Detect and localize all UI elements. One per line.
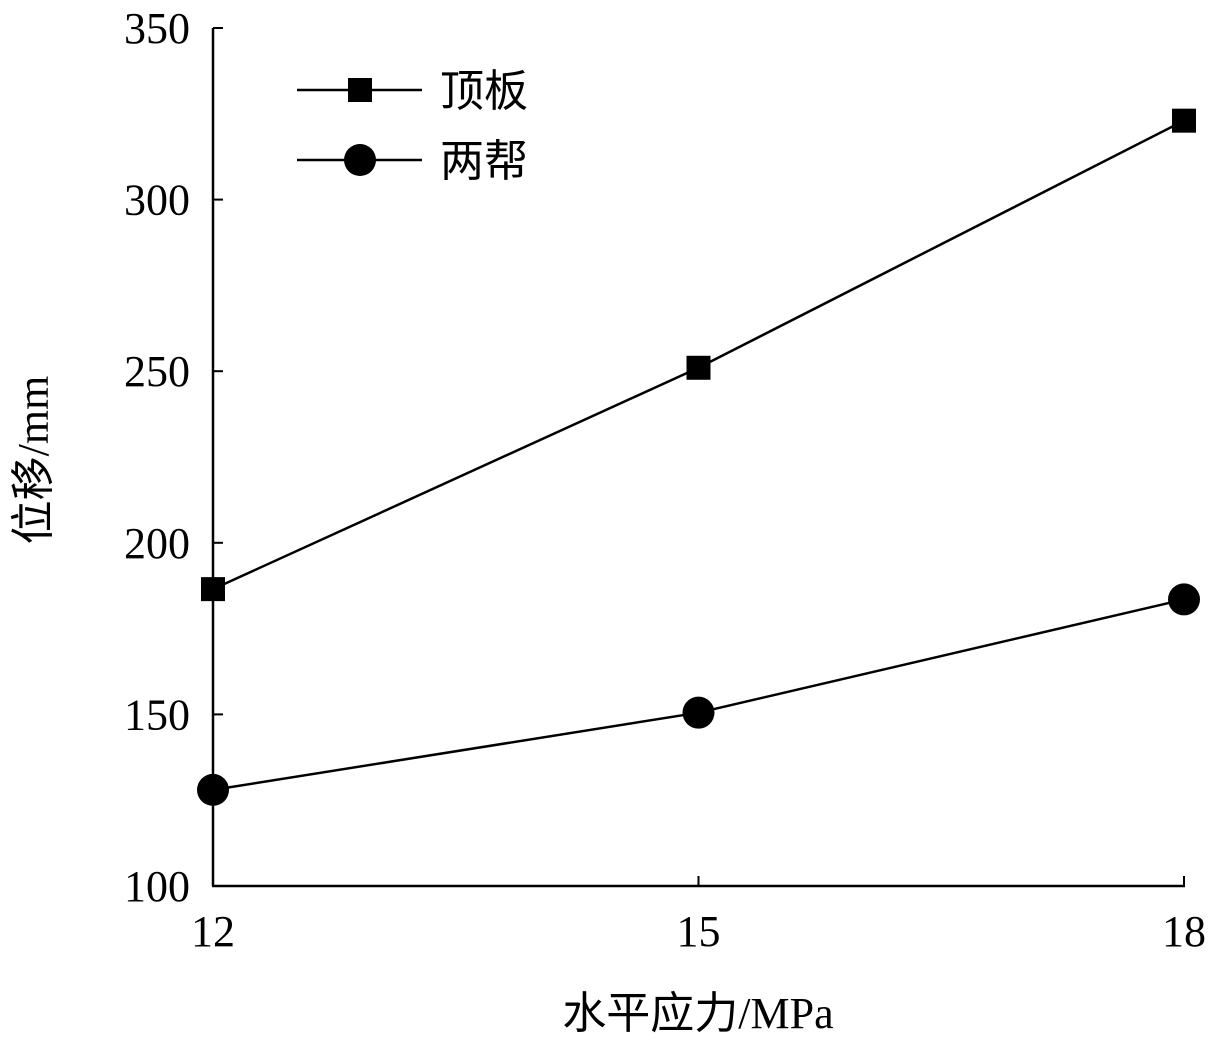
legend-label: 两帮 [440,137,528,186]
data-point-circle [682,696,715,729]
y-tick-label: 150 [124,690,190,739]
y-tick-label: 300 [124,176,190,225]
data-point-square [201,577,225,602]
legend-label: 顶板 [440,67,528,116]
series-line-2 [212,598,1185,792]
y-axis-label: 位移/mm [9,376,58,545]
legend-marker-square [348,78,372,102]
data-point-square [686,355,711,380]
x-axis-label: 水平应力/MPa [562,989,833,1038]
data-point-circle [197,773,229,806]
x-tick-label: 15 [677,907,721,956]
data-point-circle [1168,583,1200,616]
y-tick-label: 250 [124,347,190,396]
y-tick-label: 200 [124,519,190,568]
x-tick-label: 12 [191,907,235,956]
x-tick-label: 18 [1162,907,1206,956]
y-tick-label: 100 [124,862,190,911]
y-tick-label: 350 [124,4,190,53]
legend-marker-circle [344,144,376,176]
series-line-1 [212,119,1185,591]
data-point-square [1172,108,1196,133]
